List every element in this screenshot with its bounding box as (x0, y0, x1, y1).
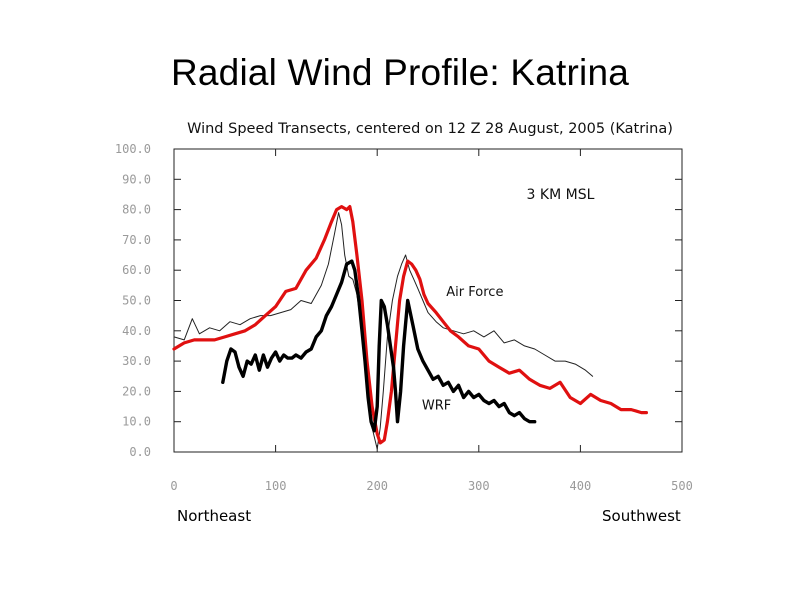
y-tick-label: 90.0 (122, 172, 151, 186)
y-tick-label: 50.0 (122, 294, 151, 308)
series-line-wrf (221, 259, 537, 433)
chart-title: Wind Speed Transects, centered on 12 Z 2… (187, 121, 673, 137)
annotation-air-force: Air Force (446, 285, 503, 300)
direction-southwest: Southwest (602, 507, 681, 525)
direction-northeast: Northeast (177, 507, 252, 525)
y-tick-label: 20.0 (122, 384, 151, 398)
x-tick-label: 100 (265, 479, 287, 493)
annotation-3km-msl: 3 KM MSL (527, 187, 595, 203)
x-tick-label: 500 (671, 479, 693, 493)
y-tick-label: 0.0 (129, 445, 151, 459)
y-tick-label: 70.0 (122, 233, 151, 247)
x-tick-label: 200 (366, 479, 388, 493)
y-tick-label: 30.0 (122, 354, 151, 368)
y-tick-label: 80.0 (122, 203, 151, 217)
x-tick-label: 0 (170, 479, 177, 493)
slide-title: Radial Wind Profile: Katrina (170, 52, 630, 93)
y-tick-label: 60.0 (122, 263, 151, 277)
y-tick-label: 100.0 (115, 142, 151, 156)
x-tick-label: 300 (468, 479, 490, 493)
y-tick-label: 10.0 (122, 415, 151, 429)
series-line-red (172, 205, 649, 445)
annotation-wrf: WRF (422, 399, 451, 414)
x-tick-label: 400 (570, 479, 592, 493)
y-tick-label: 40.0 (122, 324, 151, 338)
